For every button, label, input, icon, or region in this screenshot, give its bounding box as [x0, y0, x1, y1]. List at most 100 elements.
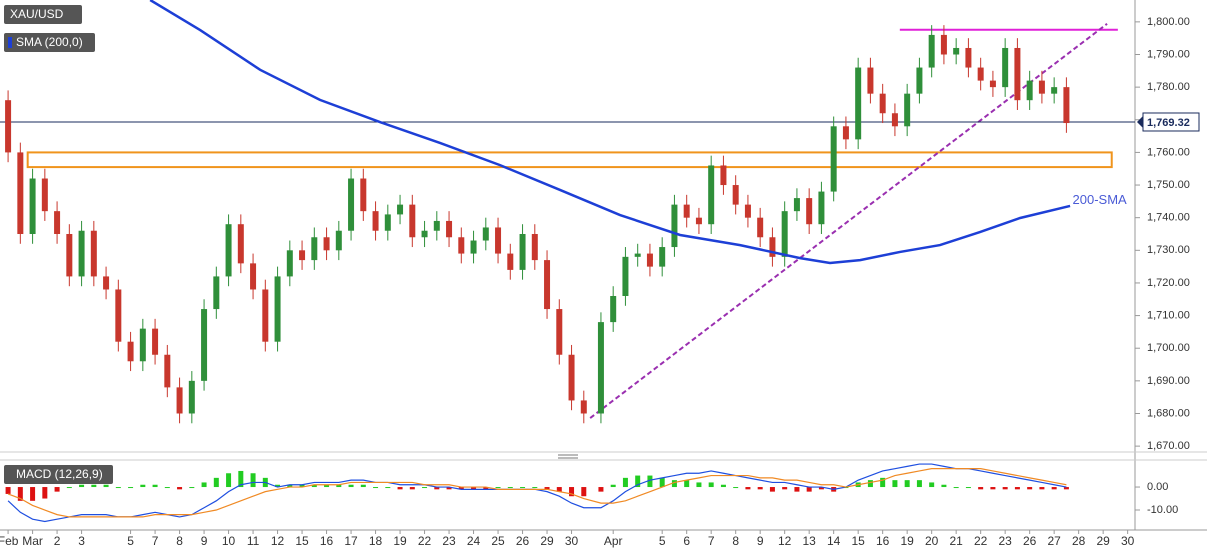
legend-swatch	[8, 37, 12, 48]
candle-body	[29, 178, 36, 234]
candle-body	[237, 224, 244, 264]
histogram-bar	[348, 484, 354, 488]
candle-body	[348, 178, 355, 231]
candle-body	[580, 400, 587, 414]
candle-body	[176, 387, 183, 414]
symbol-box	[4, 5, 82, 24]
candle-body	[953, 47, 960, 55]
candle-body	[213, 276, 220, 310]
histogram-bar	[733, 487, 739, 489]
x-tick-label: Apr	[604, 534, 623, 548]
histogram-bar	[929, 482, 935, 488]
histogram-bar	[30, 487, 36, 501]
histogram-bar	[965, 487, 971, 489]
y-tick-label: 1,760.00	[1147, 146, 1190, 158]
candle-body	[769, 237, 776, 257]
x-tick-label: 2	[54, 534, 61, 548]
candle-body	[519, 233, 526, 270]
histogram-bar	[17, 487, 23, 501]
histogram-bar	[647, 475, 653, 488]
sma-line	[149, 0, 1071, 265]
x-tick-label: 22	[418, 534, 432, 548]
candle-body	[965, 47, 972, 68]
candle-body	[397, 204, 404, 215]
candle-body	[446, 220, 453, 238]
histogram-bar	[598, 487, 604, 492]
candle-body	[41, 178, 48, 212]
x-tick-label: 11	[247, 534, 260, 548]
x-tick-label: 10	[222, 534, 236, 548]
candle-body	[622, 256, 629, 297]
x-tick-label: 25	[491, 534, 505, 548]
x-tick-label: 12	[271, 534, 285, 548]
histogram-bar	[5, 487, 11, 494]
x-tick-label: 29	[1096, 534, 1110, 548]
candle-body	[1002, 47, 1009, 88]
histogram-bar	[953, 487, 959, 489]
x-tick-label: 22	[974, 534, 988, 548]
indicator-box	[4, 33, 95, 52]
histogram-bar	[696, 482, 702, 488]
candle-body	[152, 328, 159, 355]
histogram-bar	[659, 477, 665, 488]
candle-body	[732, 185, 739, 205]
x-tick-label: 16	[876, 534, 890, 548]
histogram-bar	[507, 487, 513, 489]
annotation: 200-SMA	[1073, 192, 1128, 207]
x-tick-label: 24	[467, 534, 481, 548]
histogram-bar	[904, 480, 910, 488]
candle-body	[1026, 80, 1033, 101]
candle-body	[818, 191, 825, 225]
candle-body	[830, 126, 837, 192]
y-tick-label: 1,750.00	[1147, 179, 1190, 191]
candle-body	[891, 113, 898, 127]
x-tick-label: 30	[565, 534, 579, 548]
histogram-bar	[336, 484, 342, 488]
candle-body	[940, 34, 947, 55]
histogram-bar	[238, 470, 244, 488]
symbol: XAU/USD	[10, 7, 64, 21]
candle-body	[867, 67, 874, 94]
histogram-bar	[671, 480, 677, 488]
histogram-bar	[409, 487, 415, 490]
histogram-bar	[324, 484, 330, 488]
histogram-bar	[385, 487, 391, 489]
price-marker-arrow	[1137, 115, 1143, 128]
histogram-bar	[532, 487, 538, 489]
candle-body	[531, 233, 538, 261]
trend-line	[589, 23, 1108, 419]
candle-body	[507, 253, 514, 270]
candle-body	[683, 204, 690, 218]
x-tick-label: 23	[998, 534, 1012, 548]
x-tick-label: 16	[320, 534, 334, 548]
y-tick-label: -10.00	[1147, 504, 1178, 516]
x-tick-label: Feb	[0, 534, 19, 548]
histogram-bar	[806, 487, 812, 492]
candle-body	[54, 211, 61, 234]
x-tick-label: 28	[1072, 534, 1086, 548]
histogram-bar	[164, 487, 170, 489]
candle-body	[708, 165, 715, 225]
x-tick-label: 23	[442, 534, 456, 548]
x-tick-label: 20	[925, 534, 939, 548]
histogram-bar	[446, 487, 452, 490]
y-tick-label: 1,780.00	[1147, 81, 1190, 93]
histogram-bar	[720, 484, 726, 488]
histogram-bar	[556, 487, 562, 492]
x-tick-label: 14	[827, 534, 841, 548]
x-tick-label: 8	[732, 534, 739, 548]
candle-body	[433, 220, 440, 231]
y-tick-label: 1,730.00	[1147, 244, 1190, 256]
histogram-bar	[103, 484, 109, 488]
histogram-bar	[769, 487, 775, 492]
histogram-bar	[1039, 487, 1045, 490]
indicator-box	[4, 465, 113, 484]
candle-body	[1038, 80, 1045, 94]
histogram-bar	[458, 487, 464, 490]
histogram-bar	[622, 477, 628, 488]
histogram-bar	[1014, 487, 1020, 490]
histogram-bar	[635, 475, 641, 488]
histogram-bar	[397, 487, 403, 490]
histogram-bar	[916, 480, 922, 488]
histogram-bar	[152, 484, 158, 488]
